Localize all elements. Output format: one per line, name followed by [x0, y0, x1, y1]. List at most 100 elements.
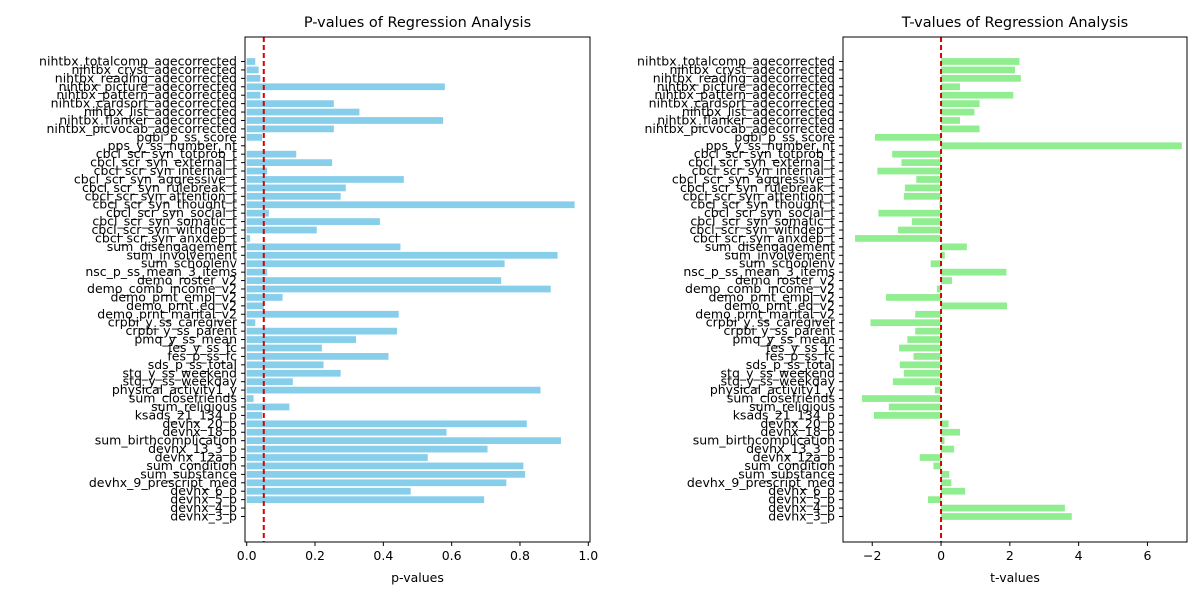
- x-tick-label: 0.8: [510, 548, 530, 563]
- bar-stq_y_ss_weekend: [246, 369, 341, 377]
- y-tick-label: cbcl_scr_syn_thought_t: [690, 197, 835, 212]
- bar-sum_substance: [941, 471, 950, 478]
- y-tick-label: fes_p_ss_fc: [167, 348, 237, 363]
- bar-sds_p_ss_total: [246, 361, 324, 369]
- bar-sum_condition: [933, 462, 942, 470]
- bar-nihtbx_flanker_agecorrected: [941, 117, 960, 124]
- y-tick-label: nihtbx_reading_agecorrected: [653, 70, 835, 85]
- bar-demo_prnt_marital_v2: [915, 310, 942, 318]
- y-tick-label: demo_prnt_empl_v2: [708, 289, 835, 304]
- bar-nsc_p_ss_mean_3_items: [246, 268, 268, 276]
- y-tick-label: nihtbx_totalcomp_agecorrected: [39, 54, 237, 69]
- y-tick-label: nihtbx_cardsort_agecorrected: [51, 96, 237, 111]
- bar-fes_p_ss_fc: [246, 353, 389, 360]
- bar-devhx_18_p: [246, 428, 447, 436]
- y-tick-label: demo_prnt_ed_v2: [126, 298, 237, 313]
- y-tick-label: devhx_12a_p: [155, 450, 237, 465]
- bar-devhx_3_p: [941, 513, 1072, 520]
- y-tick-label: sum_religious: [749, 399, 835, 414]
- bar-demo_comb_income_v2: [936, 285, 942, 293]
- bar-cbcl_scr_syn_totprob_t: [892, 150, 942, 158]
- x-tick-label: 0: [937, 548, 945, 563]
- y-tick-label: sds_p_ss_total: [148, 357, 237, 372]
- bar-pmq_y_ss_mean: [246, 336, 357, 343]
- y-tick-label: cbcl_scr_syn_aggressive_t: [672, 171, 835, 186]
- y-tick-label: fes_p_ss_fc: [765, 348, 835, 363]
- y-tick-label: sum_substance: [738, 466, 835, 481]
- y-tick-label: cbcl_scr_syn_thought_t: [92, 197, 237, 212]
- bar-devhx_5_p: [246, 496, 485, 504]
- y-tick-label: sum_involvement: [724, 247, 835, 262]
- bar-cbcl_scr_syn_external_t: [901, 159, 942, 166]
- x-axis-label: t-values: [990, 570, 1040, 585]
- bar-devhx_5_p: [927, 496, 942, 504]
- y-tick-label: pmq_y_ss_mean: [134, 332, 237, 347]
- y-tick-label: ksads_21_134_p: [135, 407, 237, 422]
- bar-cbcl_scr_syn_totprob_t: [246, 150, 297, 158]
- bar-fes_p_ss_fc: [913, 353, 942, 360]
- y-tick-label: fes_y_ss_fc: [766, 340, 835, 355]
- bar-pps_y_ss_number_nt: [941, 142, 1182, 150]
- y-tick-label: devhx_6_p: [170, 483, 237, 498]
- bar-nihtbx_totalcomp_agecorrected: [941, 58, 1020, 65]
- y-tick-label: sum_schoolenv: [739, 256, 836, 271]
- y-tick-label: nihtbx_reading_agecorrected: [55, 70, 237, 85]
- bar-cbcl_scr_syn_anxdep_t: [246, 235, 251, 242]
- bar-cbcl_scr_syn_rulebreak_t: [246, 184, 346, 192]
- y-tick-label: nihtbx_list_agecorrected: [84, 104, 237, 119]
- chart-title: T-values of Regression Analysis: [901, 15, 1128, 31]
- y-tick-label: nihtbx_picture_agecorrected: [657, 79, 835, 94]
- y-tick-label: cbcl_scr_syn_rulebreak_t: [680, 180, 835, 195]
- bar-demo_prnt_ed_v2: [246, 302, 264, 310]
- y-tick-label: cbcl_scr_syn_external_t: [90, 155, 237, 170]
- bar-devhx_9_prescript_med: [941, 479, 952, 487]
- bar-cbcl_scr_syn_social_t: [878, 209, 942, 217]
- x-tick-label: −2: [863, 548, 881, 563]
- bar-crpbi_y_ss_parent: [246, 327, 398, 335]
- bar-devhx_9_prescript_med: [246, 479, 507, 487]
- y-tick-label: physical_activity1_y: [710, 382, 836, 397]
- bar-cbcl_scr_syn_internal_t: [246, 167, 268, 175]
- bar-crpbi_y_ss_caregiver: [246, 319, 256, 327]
- bar-devhx_12a_p: [246, 454, 428, 461]
- y-tick-label: devhx_18_p: [760, 424, 835, 439]
- bar-nihtbx_cardsort_agecorrected: [941, 100, 980, 107]
- y-tick-label: sum_closefriends: [727, 391, 835, 406]
- y-tick-label: cbcl_scr_syn_internal_t: [692, 163, 835, 178]
- y-tick-label: nihtbx_cardsort_agecorrected: [649, 96, 835, 111]
- y-tick-label: devhx_20_p: [760, 416, 835, 431]
- y-tick-label: cbcl_scr_syn_aggressive_t: [74, 171, 237, 186]
- y-tick-label: nihtbx_flanker_agecorrected: [657, 112, 835, 127]
- bar-nihtbx_reading_agecorrected: [246, 74, 261, 82]
- bar-sum_condition: [246, 462, 524, 470]
- bar-nihtbx_cardsort_agecorrected: [246, 100, 334, 107]
- bar-sum_disengagement: [246, 243, 401, 251]
- x-tick-label: 0.0: [237, 548, 257, 563]
- bar-sum_schoolenv: [246, 260, 505, 268]
- y-tick-label: cbcl_scr_syn_withdep_t: [92, 222, 238, 237]
- y-tick-label: sum_disengagement: [107, 239, 237, 254]
- bar-nihtbx_pattern_agecorrected: [246, 91, 261, 99]
- y-tick-label: cbcl_scr_syn_somatic_t: [690, 214, 835, 229]
- bar-devhx_6_p: [246, 487, 411, 495]
- x-tick-label: 0.2: [305, 548, 325, 563]
- x-tick-label: 0.4: [373, 548, 393, 563]
- y-tick-label: cbcl_scr_syn_external_t: [688, 155, 835, 170]
- y-tick-label: devhx_18_p: [162, 424, 237, 439]
- y-tick-label: sum_religious: [151, 399, 237, 414]
- y-tick-label: sum_condition: [744, 458, 835, 473]
- bar-cbcl_scr_syn_somatic_t: [246, 218, 380, 225]
- bar-sum_religious: [888, 403, 942, 411]
- y-tick-label: demo_comb_income_v2: [87, 281, 237, 296]
- bar-cbcl_scr_syn_thought_t: [939, 201, 942, 209]
- y-tick-label: nihtbx_list_agecorrected: [682, 104, 835, 119]
- bar-devhx_20_p: [941, 420, 949, 428]
- bar-fes_y_ss_fc: [899, 344, 942, 352]
- bar-stq_y_ss_weekday: [892, 378, 942, 386]
- bar-demo_prnt_marital_v2: [246, 310, 399, 318]
- x-axis-label: p-values: [391, 570, 444, 585]
- y-tick-label: demo_prnt_empl_v2: [110, 289, 237, 304]
- y-tick-label: nihtbx_picvocab_agecorrected: [46, 121, 237, 136]
- y-tick-label: sum_substance: [140, 466, 237, 481]
